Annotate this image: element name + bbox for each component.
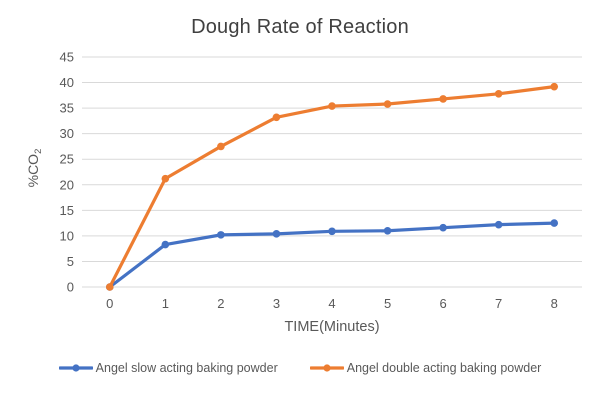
y-tick-label: 45: [60, 50, 74, 65]
y-tick-label: 0: [67, 280, 74, 295]
line-marker-icon: [58, 364, 93, 372]
data-point-marker: [383, 226, 392, 235]
data-point-marker: [550, 82, 559, 91]
data-point-marker: [272, 230, 281, 238]
data-point-marker: [439, 223, 447, 232]
data-point-marker: [161, 240, 170, 249]
x-axis-title: TIME(Minutes): [284, 319, 379, 335]
x-tick-label: 5: [384, 296, 391, 311]
legend-label-slow-acting: Angel slow acting baking powder: [95, 361, 278, 375]
y-tick-label: 30: [60, 126, 74, 141]
x-tick-label: 0: [106, 296, 113, 311]
data-point-marker: [494, 90, 503, 98]
data-point-marker: [494, 220, 503, 229]
data-point-marker: [383, 100, 392, 108]
x-tick-label: 3: [273, 296, 280, 311]
legend-label-double-acting: Angel double acting baking powder: [346, 361, 542, 375]
y-tick-label: 15: [60, 203, 74, 218]
y-tick-label: 20: [60, 177, 74, 192]
data-point-marker: [217, 231, 225, 239]
y-tick-label: 5: [67, 254, 74, 269]
x-tick-label: 7: [495, 296, 502, 311]
x-tick-label: 6: [439, 296, 446, 311]
y-tick-label: 25: [60, 152, 74, 167]
data-point-marker: [550, 219, 559, 227]
data-point-marker: [439, 95, 447, 103]
x-tick-label: 4: [328, 296, 335, 311]
data-point-marker: [217, 142, 225, 151]
chart-title: Dough Rate of Reaction: [191, 16, 409, 38]
data-point-marker: [328, 102, 336, 110]
y-tick-label: 35: [60, 101, 74, 116]
data-point-marker: [272, 113, 281, 122]
series-line: [108, 85, 556, 289]
data-point-marker: [161, 174, 170, 183]
line-marker-icon: [309, 364, 344, 372]
legend-item-double-acting: Angel double acting baking powder: [309, 361, 542, 375]
data-point-marker: [105, 283, 114, 291]
chart-legend: Angel slow acting baking powder Angel do…: [0, 361, 600, 375]
x-tick-label: 1: [162, 296, 169, 311]
y-tick-label: 40: [60, 75, 74, 90]
legend-item-slow-acting: Angel slow acting baking powder: [58, 361, 278, 375]
x-tick-label: 8: [551, 296, 558, 311]
y-axis-title: %CO2: [25, 149, 44, 188]
x-tick-label: 2: [217, 296, 224, 311]
y-tick-label: 10: [60, 228, 74, 243]
data-point-marker: [328, 227, 336, 236]
